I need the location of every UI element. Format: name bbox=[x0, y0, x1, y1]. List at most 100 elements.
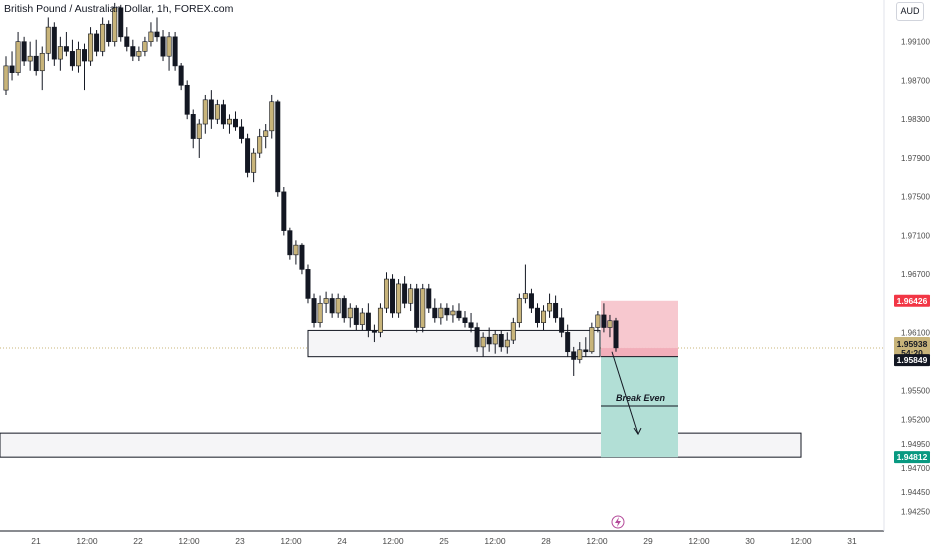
candle-body bbox=[51, 26, 57, 60]
candle-body bbox=[45, 26, 51, 54]
candle-body bbox=[462, 317, 468, 323]
candle-body bbox=[317, 302, 323, 323]
candle-body bbox=[486, 336, 492, 345]
candle-body bbox=[426, 288, 432, 309]
candle-body bbox=[498, 333, 504, 348]
candle-body bbox=[94, 33, 100, 52]
candle-body bbox=[233, 118, 239, 128]
candle-body bbox=[299, 244, 305, 270]
candle-body bbox=[528, 293, 534, 309]
candle-body bbox=[444, 307, 450, 316]
candle-body bbox=[202, 99, 208, 125]
candle-body bbox=[571, 351, 577, 360]
x-tick-label: 24 bbox=[337, 536, 347, 546]
candle-body bbox=[504, 339, 510, 348]
candle-body bbox=[474, 327, 480, 348]
candle-body bbox=[239, 126, 245, 139]
x-tick-label: 12:00 bbox=[382, 536, 404, 546]
candle-body bbox=[492, 333, 498, 345]
x-tick-label: 21 bbox=[31, 536, 41, 546]
candle-body bbox=[420, 288, 426, 328]
candle-body bbox=[377, 307, 383, 333]
candle-body bbox=[190, 114, 196, 139]
y-tick-label: 1.97900 bbox=[901, 154, 930, 163]
candle-body bbox=[402, 283, 408, 304]
candle-body bbox=[184, 84, 190, 115]
arrow-head-icon bbox=[633, 427, 642, 436]
candle-body bbox=[39, 52, 45, 72]
x-tick-label: 12:00 bbox=[178, 536, 200, 546]
x-tick-label: 29 bbox=[643, 536, 653, 546]
candle-body bbox=[565, 332, 571, 353]
candle-body bbox=[63, 46, 69, 52]
candle-body bbox=[281, 191, 287, 231]
entry-price-label: 1.95849 bbox=[897, 355, 928, 365]
candle-body bbox=[136, 51, 142, 57]
candle-body bbox=[196, 123, 202, 139]
candle-body bbox=[329, 298, 335, 314]
candle-body bbox=[323, 298, 329, 304]
y-tick-label: 1.94450 bbox=[901, 488, 930, 497]
candle-body bbox=[510, 322, 516, 341]
candle-body bbox=[166, 36, 172, 57]
candle-body bbox=[432, 307, 438, 319]
candle-body bbox=[516, 298, 522, 323]
target-price-badge bbox=[894, 451, 930, 464]
y-tick-label: 1.94250 bbox=[901, 508, 930, 517]
candle-body bbox=[577, 349, 583, 360]
candle-body bbox=[311, 298, 317, 323]
candle-body bbox=[335, 298, 341, 314]
x-tick-label: 12:00 bbox=[790, 536, 812, 546]
candle-body bbox=[245, 138, 251, 173]
candle-body bbox=[75, 49, 81, 67]
candle-body bbox=[438, 307, 444, 319]
x-tick-label: 12:00 bbox=[280, 536, 302, 546]
candle-body bbox=[468, 322, 474, 328]
candle-body bbox=[172, 36, 178, 67]
candle-body bbox=[341, 298, 347, 319]
candle-body bbox=[541, 310, 547, 323]
candle-body bbox=[106, 23, 112, 42]
candle-body bbox=[547, 302, 553, 312]
candle-body bbox=[15, 41, 21, 73]
candle-body bbox=[371, 330, 377, 333]
candle-body bbox=[396, 283, 402, 314]
y-tick-label: 1.95200 bbox=[901, 416, 930, 425]
target-price-label: 1.94812 bbox=[897, 452, 928, 462]
x-tick-label: 12:00 bbox=[586, 536, 608, 546]
candle-body bbox=[69, 51, 75, 67]
break-even-label: Break Even bbox=[616, 393, 666, 403]
current-price-badge bbox=[894, 337, 930, 360]
candle-body bbox=[359, 312, 365, 325]
candle-body bbox=[33, 55, 39, 72]
candle-body bbox=[57, 46, 63, 60]
candle-body bbox=[251, 152, 257, 173]
y-tick-label: 1.95500 bbox=[901, 386, 930, 395]
y-tick-label: 1.96100 bbox=[901, 328, 930, 337]
y-tick-label: 1.94700 bbox=[901, 464, 930, 473]
candle-body bbox=[130, 46, 136, 57]
y-tick-label: 1.96700 bbox=[901, 270, 930, 279]
x-tick-label: 12:00 bbox=[76, 536, 98, 546]
x-tick-label: 22 bbox=[133, 536, 143, 546]
candle-body bbox=[160, 36, 166, 57]
x-tick-label: 28 bbox=[541, 536, 551, 546]
candle-body bbox=[480, 336, 486, 348]
candle-body bbox=[613, 320, 619, 349]
x-tick-label: 23 bbox=[235, 536, 245, 546]
lower-support-zone bbox=[0, 432, 802, 458]
candle-body bbox=[522, 293, 528, 299]
candle-body bbox=[595, 314, 601, 328]
y-tick-label: 1.98300 bbox=[901, 115, 930, 124]
currency-button[interactable]: AUD bbox=[896, 2, 924, 21]
take-profit-zone bbox=[601, 356, 678, 458]
candle-body bbox=[118, 7, 124, 38]
candle-body bbox=[450, 310, 456, 316]
candle-body bbox=[414, 288, 420, 328]
candle-body bbox=[456, 310, 462, 319]
candle-body bbox=[287, 230, 293, 256]
support-zone bbox=[307, 329, 601, 358]
candle-body bbox=[559, 317, 565, 333]
candle-body bbox=[21, 41, 27, 62]
